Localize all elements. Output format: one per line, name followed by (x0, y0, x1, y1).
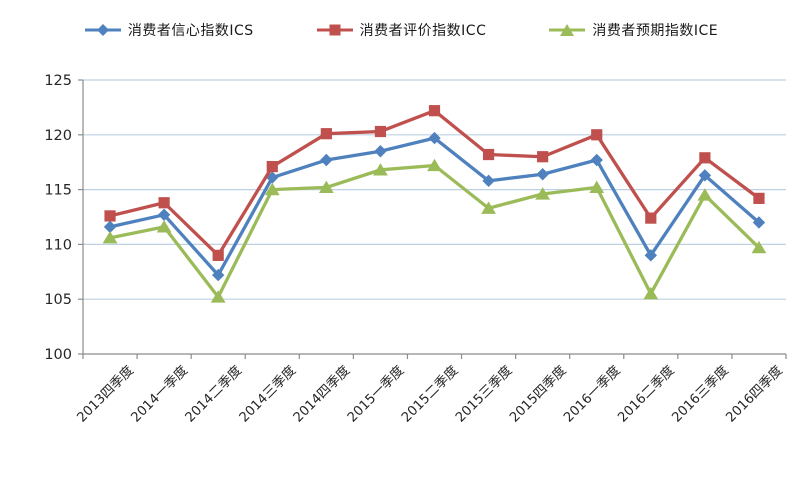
data-point-marker (102, 231, 118, 244)
data-point-marker (428, 131, 441, 145)
data-point-marker (643, 286, 659, 300)
data-point-marker (591, 129, 603, 141)
x-tick-label: 2014二季度 (182, 363, 245, 426)
data-point-marker (589, 180, 605, 194)
data-point-marker (753, 192, 765, 204)
series-ice (102, 158, 767, 303)
data-point-marker (482, 174, 495, 188)
data-point-marker (590, 153, 603, 167)
data-point-marker (536, 168, 549, 181)
line-square-marker-icon (316, 24, 353, 36)
data-point-marker (103, 220, 117, 234)
x-tick-label: 2015一季度 (344, 363, 407, 426)
legend-item-ics: 消费者信心指数ICS (84, 20, 254, 40)
data-point-marker (158, 197, 170, 209)
series-icc (104, 105, 765, 261)
data-point-marker (698, 169, 712, 182)
line-triangle-marker-icon (549, 24, 586, 36)
data-point-marker (157, 208, 171, 222)
y-tick-label: 115 (44, 183, 72, 199)
data-point-marker (264, 182, 280, 196)
data-point-marker (752, 216, 766, 229)
data-point-marker (320, 128, 332, 140)
data-point-marker (210, 290, 226, 303)
line-diamond-marker-icon (84, 24, 121, 36)
data-point-marker (374, 145, 387, 158)
data-point-marker (374, 125, 387, 138)
data-point-marker (537, 151, 549, 163)
data-point-marker (427, 158, 442, 172)
data-point-marker (428, 105, 441, 117)
data-point-marker (535, 187, 551, 200)
series-ics (103, 131, 766, 282)
legend-item-ice: 消费者预期指数ICE (548, 20, 718, 40)
data-point-marker (212, 249, 224, 261)
legend-label-ics: 消费者信心指数ICS (127, 23, 254, 39)
data-point-marker (318, 180, 334, 194)
x-tick-label: 2016四季度 (723, 363, 786, 426)
x-tick-label: 2014四季度 (290, 363, 353, 426)
data-point-marker (481, 201, 496, 214)
x-tick-label: 2015三季度 (452, 363, 515, 426)
x-tick-label: 2016二季度 (615, 363, 678, 426)
series-line-ice (109, 163, 761, 299)
x-tick-label: 2015四季度 (506, 363, 569, 426)
x-tick-labels: 2013四季度2014一季度2014二季度2014三季度2014四季度2015一… (74, 363, 786, 426)
y-tick-label: 110 (44, 237, 72, 253)
data-point-marker (482, 148, 495, 161)
y-tick-label: 100 (44, 347, 72, 363)
x-tick-label: 2016一季度 (561, 363, 624, 426)
data-point-marker (645, 212, 657, 224)
y-tick-label: 120 (44, 128, 72, 144)
x-tick-label: 2014一季度 (128, 363, 191, 426)
axes (78, 79, 787, 359)
data-point-marker (699, 152, 711, 164)
data-point-marker (156, 220, 172, 233)
y-tick-labels: 100 105 110 115 120 125 (44, 73, 72, 363)
chart-legend: 消费者信心指数ICS 消费者评价指数ICC 消费者预期指数ICE (0, 20, 802, 40)
x-tick-label: 2015二季度 (398, 363, 461, 426)
data-point-marker (211, 268, 225, 282)
legend-label-ice: 消费者预期指数ICE (592, 23, 719, 39)
x-tick-label: 2016三季度 (669, 363, 732, 426)
data-point-marker (751, 240, 767, 254)
legend-item-icc: 消费者评价指数ICC (316, 20, 487, 40)
data-point-marker (320, 153, 333, 167)
legend-label-icc: 消费者评价指数ICC (359, 23, 487, 39)
data-point-marker (644, 249, 658, 262)
data-point-marker (697, 188, 713, 201)
y-tick-label: 105 (44, 292, 72, 308)
data-point-marker (104, 210, 116, 222)
data-point-marker (373, 163, 388, 176)
x-tick-label: 2014三季度 (236, 363, 299, 426)
y-tick-label: 125 (44, 73, 72, 89)
data-point-marker (266, 160, 278, 173)
x-tick-label: 2013四季度 (74, 363, 137, 426)
